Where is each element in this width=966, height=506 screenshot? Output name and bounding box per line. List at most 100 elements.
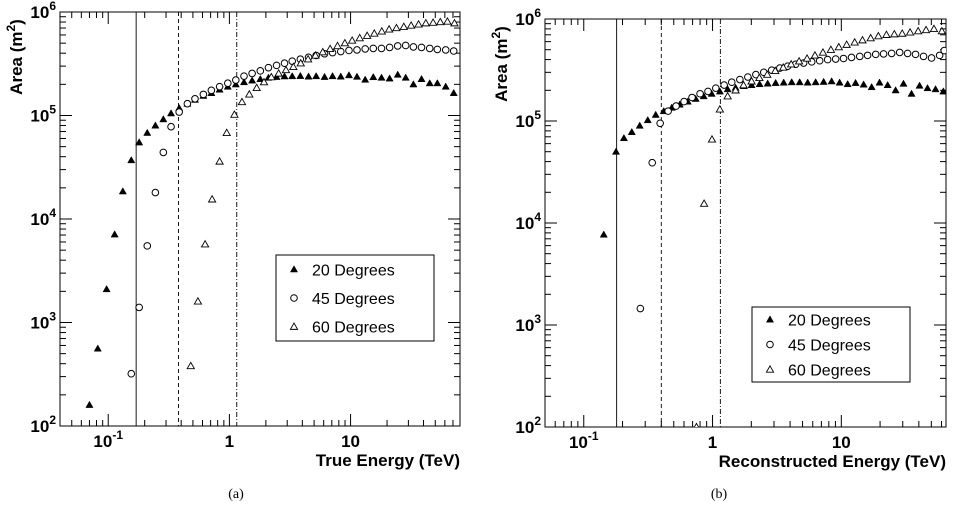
data-point	[747, 76, 756, 85]
data-point	[417, 43, 426, 52]
data-point	[425, 44, 434, 53]
data-point	[779, 78, 788, 86]
data-point	[819, 77, 828, 85]
data-point	[167, 109, 176, 117]
panel-b: 10-1 1 10 102 103 104 105 106 Reconstructed Ener…	[489, 6, 947, 502]
data-point	[786, 59, 796, 68]
data-point	[866, 33, 876, 42]
data-point	[903, 49, 912, 58]
data-point	[207, 86, 216, 95]
legend-marker	[766, 340, 774, 349]
data-point	[827, 77, 836, 85]
data-point	[110, 230, 119, 238]
data-point	[143, 128, 152, 136]
data-point	[393, 70, 402, 78]
data-point	[847, 53, 856, 62]
data-point	[731, 85, 740, 94]
y-tick-label: 102	[515, 414, 541, 437]
data-point	[915, 81, 924, 89]
data-point	[377, 44, 386, 53]
data-point	[175, 108, 183, 116]
data-point	[377, 73, 386, 81]
data-points	[599, 24, 946, 427]
data-point	[711, 84, 720, 92]
data-point	[377, 26, 387, 35]
data-point	[127, 156, 136, 164]
data-point	[834, 42, 844, 51]
data-point	[871, 50, 880, 59]
data-point	[693, 422, 700, 427]
data-point	[599, 230, 608, 238]
data-point	[927, 54, 936, 62]
legend: 20 Degrees 45 Degrees 60 Degrees	[275, 254, 435, 342]
data-point	[727, 78, 736, 87]
data-point	[361, 45, 369, 53]
data-point	[215, 82, 224, 91]
data-point	[855, 52, 864, 61]
data-point	[385, 43, 394, 52]
data-point	[369, 72, 378, 81]
x-axis-ticks	[544, 19, 943, 427]
data-point	[248, 69, 256, 78]
data-point	[230, 110, 239, 118]
data-point	[433, 79, 442, 87]
data-point	[347, 36, 357, 44]
data-point	[443, 16, 452, 25]
data-point	[739, 80, 748, 89]
legend-marker	[289, 322, 299, 330]
legend-marker	[289, 265, 299, 273]
data-point	[867, 82, 876, 91]
data-point	[810, 50, 820, 59]
data-point	[762, 70, 772, 78]
data-point	[899, 79, 908, 87]
panel-caption: (a)	[228, 487, 244, 502]
x-tick-label: 10	[341, 432, 360, 451]
data-point	[850, 37, 860, 46]
data-point	[320, 72, 329, 80]
x-tick-label: 1	[225, 432, 234, 451]
data-point	[680, 97, 688, 106]
data-point	[441, 82, 450, 90]
data-point	[344, 71, 353, 79]
data-point	[409, 43, 418, 51]
data-point	[778, 62, 788, 71]
data-point	[259, 77, 269, 86]
data-point	[843, 79, 852, 88]
data-point	[102, 285, 111, 293]
series-0	[599, 77, 946, 238]
data-point	[288, 62, 298, 71]
data-point	[345, 46, 353, 55]
y-tick-label: 104	[515, 210, 541, 233]
data-point	[252, 83, 262, 91]
data-point	[720, 81, 728, 89]
data-point	[842, 40, 852, 48]
data-point	[835, 78, 844, 86]
data-point	[449, 47, 458, 55]
legend-box	[275, 254, 435, 342]
data-point	[399, 22, 409, 30]
panel-caption: (b)	[711, 487, 728, 502]
data-point	[794, 56, 804, 65]
data-point	[648, 158, 657, 167]
data-point	[93, 344, 102, 352]
data-point	[264, 63, 273, 72]
data-point	[186, 361, 196, 370]
data-point	[353, 46, 361, 54]
data-point	[237, 97, 247, 106]
data-point	[167, 122, 175, 131]
data-point	[889, 29, 899, 38]
data-point	[802, 53, 812, 62]
data-point	[393, 42, 402, 50]
data-point	[651, 110, 660, 118]
data-point	[312, 72, 321, 80]
data-point	[863, 51, 872, 60]
data-point	[707, 134, 717, 143]
data-point	[921, 25, 931, 34]
data-point	[919, 52, 928, 61]
data-point	[875, 78, 884, 86]
data-point	[931, 85, 940, 93]
x-tick-label: 10-1	[569, 429, 599, 452]
legend-box	[751, 306, 911, 383]
data-point	[159, 148, 168, 157]
data-point	[858, 35, 867, 44]
